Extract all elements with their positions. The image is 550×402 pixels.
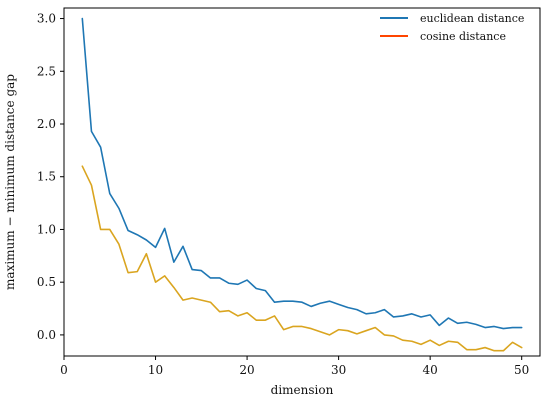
legend-entry: euclidean distance [420, 12, 524, 25]
y-tick-label: 2.0 [37, 117, 56, 131]
x-tick-label: 30 [331, 363, 346, 377]
axes [63, 7, 541, 357]
plot-area [81, 17, 523, 352]
y-tick-label: 3.0 [37, 12, 56, 26]
x-tick-label: 10 [148, 363, 163, 377]
y-tick-label: 0.0 [37, 328, 56, 342]
x-tick-label: 20 [239, 363, 254, 377]
x-axis-label: dimension [271, 383, 334, 397]
y-tick-label: 1.0 [37, 222, 56, 236]
legend-entry: cosine distance [420, 30, 506, 43]
axes-frame [63, 7, 541, 357]
x-tick-label: 40 [423, 363, 438, 377]
y-tick-label: 0.5 [37, 275, 56, 289]
series-line-cosine [81, 165, 523, 352]
ticks: 0 10 20 30 40 50 0.0 0.5 1.0 1.5 2.0 2.5 3.0 [37, 12, 529, 377]
y-axis-label: maximum − minimum distance gap [3, 74, 17, 290]
x-tick-label: 50 [514, 363, 529, 377]
y-tick-label: 2.5 [37, 64, 56, 78]
series-line-euclidean [81, 17, 523, 330]
legend: euclidean distance cosine distance [380, 12, 524, 43]
x-tick-label: 0 [60, 363, 68, 377]
y-tick-label: 1.5 [37, 170, 56, 184]
